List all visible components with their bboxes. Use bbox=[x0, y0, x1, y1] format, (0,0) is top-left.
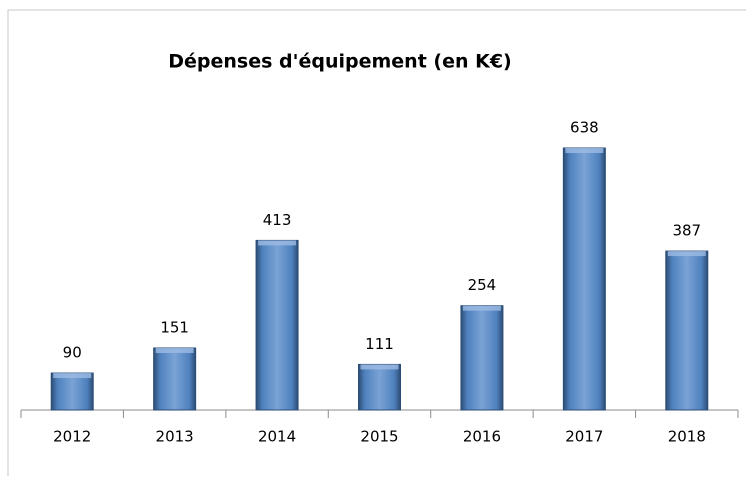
bar-cap bbox=[462, 305, 501, 311]
x-tick-label: 2017 bbox=[565, 428, 603, 446]
bar bbox=[255, 239, 299, 411]
x-tick-label: 2018 bbox=[668, 428, 706, 446]
data-label: 90 bbox=[63, 344, 82, 362]
bar bbox=[50, 372, 94, 411]
bar bbox=[460, 305, 504, 411]
bar bbox=[665, 250, 709, 411]
bar-cap bbox=[667, 251, 706, 257]
bar bbox=[358, 363, 401, 411]
chart-frame bbox=[7, 9, 746, 476]
x-tick-label: 2014 bbox=[258, 428, 296, 446]
data-label: 254 bbox=[468, 276, 497, 294]
bar-cap bbox=[258, 240, 297, 246]
data-label: 638 bbox=[570, 119, 599, 137]
bar-cap bbox=[53, 373, 92, 379]
data-label: 111 bbox=[365, 335, 394, 353]
x-tick-label: 2013 bbox=[156, 428, 194, 446]
chart-title: Dépenses d'équipement (en K€) bbox=[168, 51, 511, 73]
bar-cap bbox=[565, 148, 604, 153]
bar-cap bbox=[360, 364, 399, 370]
bar-cap bbox=[155, 347, 194, 353]
bar bbox=[562, 147, 606, 411]
x-tick-label: 2012 bbox=[53, 428, 91, 446]
data-label: 413 bbox=[263, 211, 292, 229]
bar bbox=[153, 347, 197, 411]
data-label: 387 bbox=[672, 222, 701, 240]
data-label: 151 bbox=[160, 318, 189, 336]
x-tick-label: 2016 bbox=[463, 428, 501, 446]
x-tick-label: 2015 bbox=[360, 428, 398, 446]
